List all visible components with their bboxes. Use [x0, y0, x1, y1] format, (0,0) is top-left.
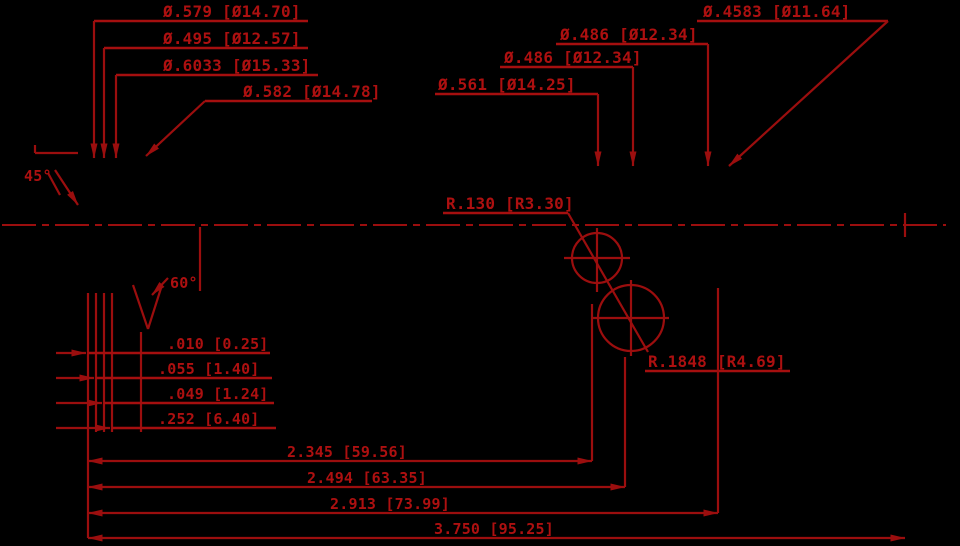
bottom-dimension-rows: 2.345 [59.56] 2.494 [63.35] 2.913 [73.99… — [87, 288, 906, 542]
label-len-2494: 2.494 [63.35] — [307, 469, 427, 487]
label-rad-1848: R.1848 [R4.69] — [648, 352, 786, 371]
label-dia-582: Ø.582 [Ø14.78] — [242, 82, 381, 101]
label-len-010: .010 [0.25] — [167, 335, 269, 353]
top-right-diameter-callouts: Ø.4583 [Ø11.64] Ø.486 [Ø12.34] Ø.486 [Ø1… — [435, 2, 889, 167]
chamfer-45-callout: 45° — [24, 145, 79, 206]
label-dia-486-lower: Ø.486 [Ø12.34] — [503, 48, 642, 67]
label-angle-45: 45° — [24, 167, 52, 185]
top-left-diameter-callouts: Ø.579 [Ø14.70] Ø.495 [Ø12.57] Ø.6033 [Ø1… — [90, 2, 381, 159]
notch-60-callout: 60° — [131, 227, 202, 330]
label-dia-6033: Ø.6033 [Ø15.33] — [162, 56, 311, 75]
label-len-3750: 3.750 [95.25] — [434, 520, 554, 538]
radius-callouts: R.130 [R3.30] R.1848 [R4.69] — [443, 194, 790, 373]
small-dimension-stack: .010 [0.25] .055 [1.40] .049 [1.24] .252… — [56, 293, 276, 538]
label-dia-486-upper: Ø.486 [Ø12.34] — [559, 25, 698, 44]
label-dia-495: Ø.495 [Ø12.57] — [162, 29, 301, 48]
label-dia-561: Ø.561 [Ø14.25] — [437, 75, 576, 94]
label-len-2913: 2.913 [73.99] — [330, 495, 450, 513]
label-len-2345: 2.345 [59.56] — [287, 443, 407, 461]
label-dia-4583: Ø.4583 [Ø11.64] — [702, 2, 851, 21]
centerline — [2, 213, 946, 237]
label-len-049: .049 [1.24] — [167, 385, 269, 403]
label-len-252: .252 [6.40] — [158, 410, 260, 428]
label-angle-60: 60° — [170, 274, 198, 292]
label-len-055: .055 [1.40] — [158, 360, 260, 378]
label-rad-130: R.130 [R3.30] — [446, 194, 574, 213]
label-dia-579: Ø.579 [Ø14.70] — [162, 2, 301, 21]
